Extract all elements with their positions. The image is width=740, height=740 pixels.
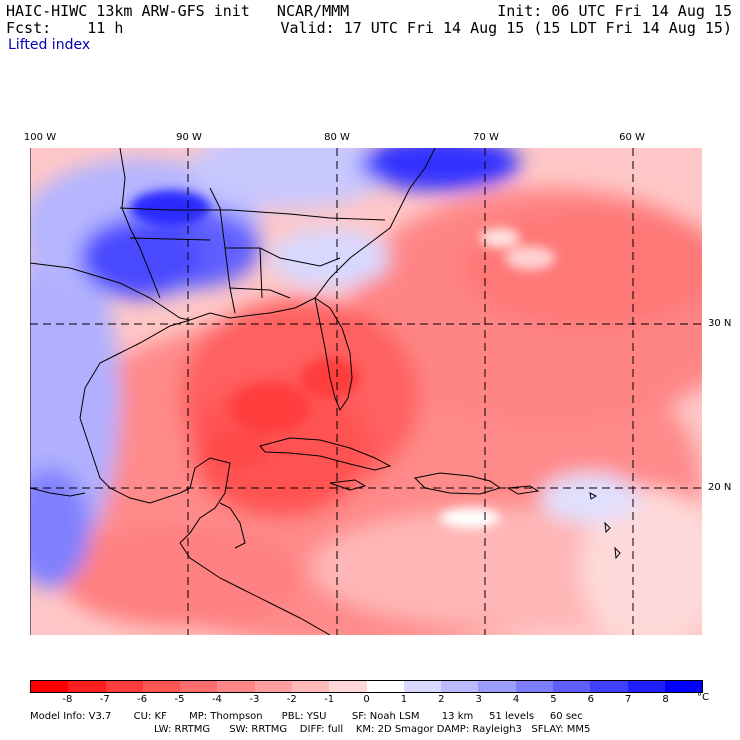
colorbar-swatch	[105, 681, 143, 692]
lon-label-100w: 100 W	[23, 132, 57, 143]
index-detail-patches	[130, 190, 555, 528]
colorbar-tick-label: 6	[587, 694, 595, 705]
colorbar-tick-label: -8	[62, 694, 73, 705]
colorbar-tick-label: 8	[662, 694, 669, 705]
lon-label-60w: 60 W	[619, 132, 645, 143]
colorbar-tick-label: -2	[286, 694, 297, 705]
model-info-line2: LW: RRTMG SW: RRTMG DIFF: full KM: 2D Sm…	[154, 724, 591, 735]
colorbar-tick-label: -1	[324, 694, 335, 705]
colorbar-tick-label: 0	[363, 694, 370, 705]
lon-label-80w: 80 W	[324, 132, 350, 143]
colorbar-swatch	[329, 681, 367, 692]
colorbar-swatch	[627, 681, 665, 692]
forecast-hour: Fcst: 11 h	[6, 19, 124, 37]
colorbar-unit: °C	[697, 692, 709, 703]
colorbar-tick-label: 4	[512, 694, 520, 705]
colorbar-swatch	[254, 681, 292, 692]
colorbar-tick-label: 7	[625, 694, 632, 705]
colorbar-tick-label: -7	[99, 694, 110, 705]
field-name: Lifted index	[8, 37, 91, 53]
colorbar-tick-label: 3	[475, 694, 482, 705]
colorbar-swatch	[31, 681, 69, 692]
colorbar-swatch	[291, 681, 330, 692]
init-time: Init: 06 UTC Fri 14 Aug 15	[497, 2, 732, 20]
colorbar	[30, 680, 703, 693]
colorbar-swatch	[441, 681, 479, 692]
colorbar-swatch	[515, 681, 553, 692]
colorbar-tick-label: -3	[249, 694, 260, 705]
lon-label-70w: 70 W	[473, 132, 499, 143]
lat-label-30n: 30 N	[708, 318, 732, 329]
coastlines-and-borders	[30, 148, 621, 635]
colorbar-swatch	[217, 681, 255, 692]
colorbar-tick-label: 2	[438, 694, 445, 705]
lat-label-20n: 20 N	[708, 482, 732, 493]
model-title: HAIC-HIWC 13km ARW-GFS init NCAR/MMM	[6, 2, 350, 20]
colorbar-tick-label: 1	[400, 694, 408, 705]
colorbar-swatch	[180, 681, 218, 692]
colorbar-swatch	[552, 681, 591, 692]
index-field-shading	[30, 148, 702, 635]
colorbar-tick-label: -5	[174, 694, 185, 705]
colorbar-swatch	[664, 681, 703, 692]
lat-lon-grid	[30, 148, 702, 635]
colorbar-swatch	[478, 681, 516, 692]
colorbar-swatch	[142, 681, 181, 692]
colorbar-tick-label: 5	[550, 694, 557, 705]
colorbar-swatch	[403, 681, 442, 692]
lon-label-90w: 90 W	[176, 132, 202, 143]
colorbar-swatch	[366, 681, 404, 692]
lifted-index-map	[30, 148, 702, 635]
colorbar-swatch	[68, 681, 106, 692]
model-info-line1: Model Info: V3.7 CU: KF MP: Thompson PBL…	[30, 711, 583, 722]
valid-time: Valid: 17 UTC Fri 14 Aug 15 (15 LDT Fri …	[280, 19, 732, 37]
colorbar-tick-label: -6	[137, 694, 148, 705]
colorbar-tick-label: -4	[211, 694, 222, 705]
colorbar-swatch	[590, 681, 628, 692]
